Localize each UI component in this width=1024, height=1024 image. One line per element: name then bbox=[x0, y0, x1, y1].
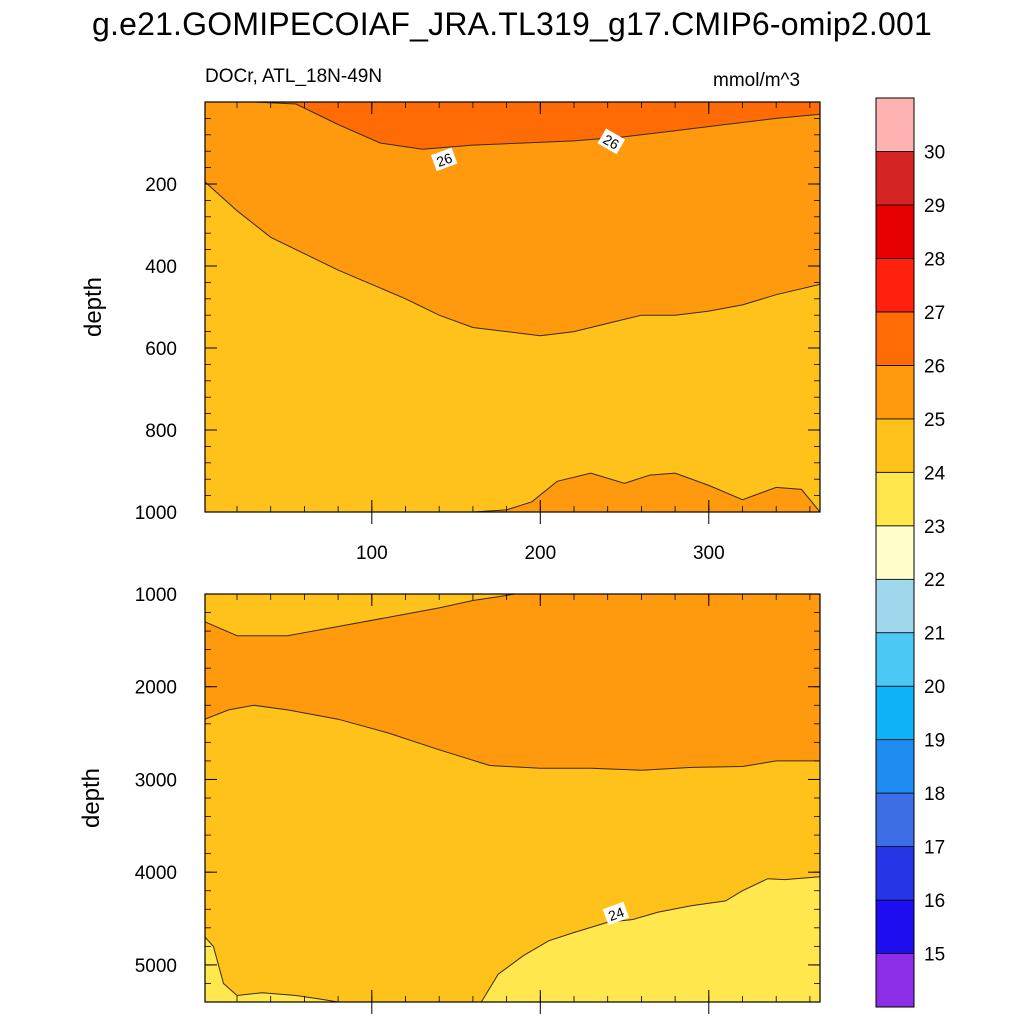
y-tick-label: 5000 bbox=[135, 956, 177, 977]
x-tick-label: 200 bbox=[524, 543, 556, 564]
colorbar-tick-label: 15 bbox=[924, 945, 945, 966]
contour-line-25 bbox=[205, 181, 820, 337]
y-tick-label: 200 bbox=[145, 175, 177, 196]
colorbar-swatch bbox=[875, 525, 915, 580]
contour-line-26 bbox=[205, 102, 820, 150]
colorbar-tick-label: 27 bbox=[924, 303, 945, 324]
colorbar-swatch bbox=[875, 257, 915, 313]
colorbar-swatch bbox=[875, 899, 915, 954]
variable-region-subtitle: DOCr, ATL_18N-49N bbox=[205, 66, 383, 87]
fill-band-25-26 bbox=[205, 594, 820, 771]
colorbar-swatch bbox=[875, 578, 915, 634]
contour-line-25 bbox=[205, 704, 820, 771]
contour-line-24 bbox=[205, 936, 339, 1002]
colorbar-swatch bbox=[875, 792, 915, 847]
panel-upper-frame bbox=[204, 101, 821, 513]
contour-label-bg bbox=[430, 147, 458, 172]
colorbar-tick-label: 26 bbox=[924, 356, 945, 377]
colorbar-tick-label: 24 bbox=[924, 463, 946, 484]
colorbar-swatch bbox=[875, 739, 915, 794]
panel-upper-fills bbox=[205, 102, 820, 512]
y-tick-label: 800 bbox=[145, 421, 177, 442]
colorbar-swatch bbox=[875, 846, 915, 901]
contour-line-24 bbox=[480, 876, 820, 1002]
colorbar-swatch bbox=[875, 364, 915, 420]
colorbar-tick-label: 20 bbox=[924, 677, 945, 698]
colorbar-tick-label: 23 bbox=[924, 517, 945, 538]
colorbar-swatch bbox=[875, 311, 915, 366]
colorbar-frame bbox=[875, 97, 915, 1008]
y-tick-label: 1000 bbox=[135, 503, 177, 524]
colorbar-tick-label: 21 bbox=[924, 624, 945, 645]
colorbar-tick-label: 16 bbox=[924, 891, 945, 912]
x-tick-label: 100 bbox=[356, 543, 388, 564]
units-subtitle: mmol/m^3 bbox=[713, 70, 801, 91]
colorbar-tick-label: 22 bbox=[924, 570, 945, 591]
contour-label-bg bbox=[602, 901, 630, 926]
figure-title: g.e21.GOMIPECOIAF_JRA.TL319_g17.CMIP6-om… bbox=[91, 6, 932, 42]
y-tick-label: 600 bbox=[145, 339, 177, 360]
fill-band-25-26 bbox=[205, 102, 820, 336]
contour-label-bg bbox=[597, 128, 626, 155]
colorbar-swatch bbox=[875, 204, 915, 259]
y-tick-label: 2000 bbox=[135, 678, 177, 699]
colorbar-tick-label: 25 bbox=[924, 410, 945, 431]
colorbar-tick-label: 19 bbox=[924, 731, 945, 752]
y-tick-label: 400 bbox=[145, 257, 177, 278]
x-tick-label: 300 bbox=[693, 543, 725, 564]
fill-band-26-27 bbox=[205, 102, 820, 150]
colorbar-tick-label: 17 bbox=[924, 838, 945, 859]
contour-line-25 bbox=[205, 594, 516, 637]
colorbar-swatch bbox=[875, 97, 915, 152]
colorbar-swatch bbox=[875, 632, 915, 687]
y-tick-label: 1000 bbox=[135, 585, 177, 606]
panel-lower-contour-label: 24 bbox=[602, 901, 630, 926]
colorbar-swatch bbox=[875, 471, 915, 527]
colorbar-tick-label: 29 bbox=[924, 196, 945, 217]
colorbar-tick-label: 30 bbox=[924, 143, 945, 164]
contour-label-text: 24 bbox=[606, 904, 626, 924]
contour-label-text: 26 bbox=[600, 131, 622, 153]
colorbar-swatch bbox=[875, 418, 915, 473]
y-tick-label: 4000 bbox=[135, 863, 177, 884]
panel-upper-contour-label: 26 bbox=[597, 128, 626, 155]
panel-upper-y-axis-label: depth bbox=[80, 277, 107, 337]
panel-lower-fills bbox=[205, 594, 820, 1002]
colorbar-swatch bbox=[875, 685, 915, 741]
y-tick-label: 3000 bbox=[135, 770, 177, 791]
fill-band-25-26-deep bbox=[472, 473, 820, 512]
contour-line-25 bbox=[472, 472, 820, 512]
fill-band-23-24 bbox=[481, 876, 820, 1002]
fill-band-23-24-left bbox=[205, 937, 339, 1002]
colorbar-swatch bbox=[875, 151, 915, 206]
colorbar-swatch bbox=[875, 953, 915, 1008]
panel-upper-contour-label: 26 bbox=[430, 147, 458, 172]
colorbar-tick-label: 18 bbox=[924, 784, 945, 805]
panel-lower-y-axis-label: depth bbox=[78, 768, 105, 828]
contour-label-text: 26 bbox=[434, 150, 454, 170]
colorbar-tick-label: 28 bbox=[924, 249, 945, 270]
